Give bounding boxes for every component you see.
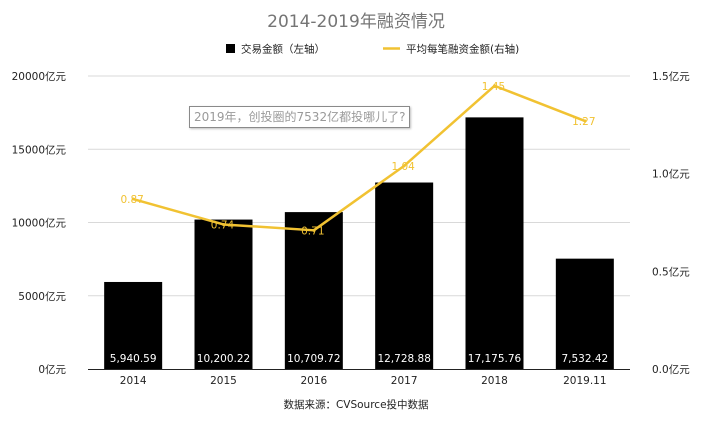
line-value-label: 1.45 bbox=[482, 81, 505, 93]
line-series-path bbox=[132, 84, 586, 232]
legend-label-bar: 交易金额（左轴） bbox=[241, 43, 325, 56]
gridlines bbox=[88, 75, 630, 297]
x-axis: 2014 2015 2016 2017 2018 2019.11 bbox=[88, 369, 630, 387]
line-point bbox=[493, 84, 496, 88]
bar-value-label: 17,175.76 bbox=[468, 353, 522, 365]
y-right-tick-label: 0.5亿元 bbox=[652, 265, 690, 278]
data-source: 数据来源：CVSource投中数据 bbox=[283, 398, 429, 411]
bar-series: 5,940.59 10,200.22 10,709.72 12,728.88 17,17… bbox=[104, 117, 614, 369]
line-value-label: 1.04 bbox=[391, 161, 415, 173]
bar bbox=[284, 212, 343, 369]
bar-value-label: 5,940.59 bbox=[110, 353, 157, 365]
x-tick-label: 2015 bbox=[210, 375, 237, 387]
bar bbox=[375, 182, 434, 369]
x-tick-label: 2014 bbox=[120, 375, 147, 387]
line-value-label: 0.71 bbox=[301, 225, 324, 237]
line-point bbox=[583, 119, 587, 123]
right-axis: 0.0亿元 0.5亿元 1.0亿元 1.5亿元 bbox=[652, 70, 690, 376]
line-point bbox=[131, 197, 135, 201]
line-value-label: 0.74 bbox=[211, 219, 235, 231]
x-tick-label: 2017 bbox=[391, 375, 418, 387]
overlay-caption: 2019年，创投圈的7532亿都投哪儿了? bbox=[189, 106, 411, 128]
legend: 交易金额（左轴） 平均每笔融资金额(右轴) bbox=[226, 43, 519, 56]
chart-title: 2014-2019年融资情况 bbox=[267, 12, 445, 32]
line-value-label: 0.87 bbox=[120, 194, 143, 206]
legend-swatch-bar bbox=[226, 44, 235, 53]
bar bbox=[555, 258, 614, 369]
y-left-tick-label: 10000亿元 bbox=[12, 217, 67, 230]
legend-label-line: 平均每笔融资金额(右轴) bbox=[406, 43, 519, 56]
x-tick-label: 2016 bbox=[300, 375, 327, 387]
x-tick-label: 2018 bbox=[481, 375, 508, 387]
line-value-label: 1.27 bbox=[572, 116, 595, 128]
left-axis: 0亿元 5000亿元 10000亿元 15000亿元 20000亿元 bbox=[12, 70, 67, 376]
y-right-tick-label: 1.0亿元 bbox=[652, 168, 690, 181]
y-left-tick-label: 0亿元 bbox=[38, 363, 66, 376]
bar-value-label: 7,532.42 bbox=[561, 353, 608, 365]
line-point bbox=[312, 228, 316, 232]
bar-value-label: 10,709.72 bbox=[287, 353, 340, 365]
y-right-tick-label: 0.0亿元 bbox=[652, 363, 690, 376]
y-left-tick-label: 15000亿元 bbox=[12, 143, 67, 156]
line-point bbox=[222, 222, 225, 226]
line-series: 0.87 0.74 0.71 1.04 1.45 1.27 bbox=[120, 81, 595, 238]
bar bbox=[465, 117, 524, 369]
x-tick-label: 2019.11 bbox=[563, 375, 606, 387]
y-left-tick-label: 20000亿元 bbox=[12, 70, 67, 83]
bar-value-label: 12,728.88 bbox=[377, 353, 430, 365]
y-left-tick-label: 5000亿元 bbox=[18, 290, 66, 303]
bar-value-label: 10,200.22 bbox=[197, 353, 250, 365]
bar bbox=[194, 219, 253, 369]
y-right-tick-label: 1.5亿元 bbox=[652, 70, 690, 83]
bar bbox=[104, 281, 163, 369]
line-point bbox=[402, 164, 406, 168]
